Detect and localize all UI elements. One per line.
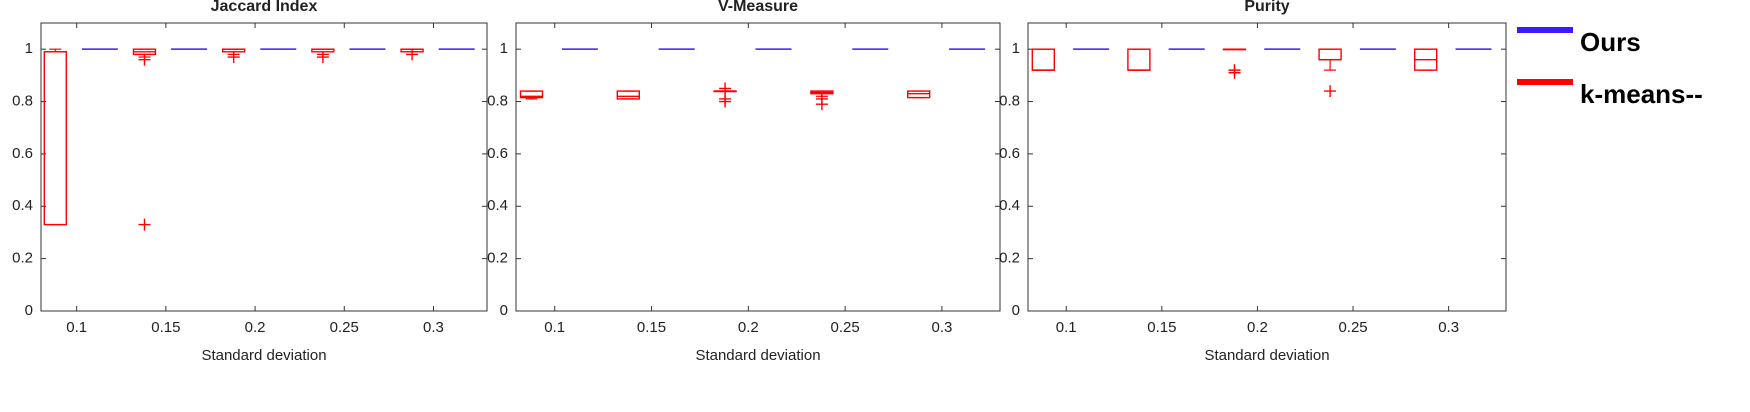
x-tick-label: 0.25 bbox=[1338, 319, 1367, 336]
y-tick-label: 0.8 bbox=[999, 93, 1020, 110]
y-tick-label: 0.2 bbox=[12, 250, 33, 267]
x-tick-label: 0.2 bbox=[738, 319, 759, 336]
x-tick-label: 0.15 bbox=[1147, 319, 1176, 336]
legend-label: k-means-- bbox=[1580, 79, 1703, 109]
y-tick-label: 0.2 bbox=[999, 250, 1020, 267]
box bbox=[616, 90, 640, 100]
outlier bbox=[815, 98, 828, 111]
legend-label: Ours bbox=[1580, 27, 1641, 57]
axes-frame bbox=[515, 22, 1001, 312]
outlier bbox=[719, 82, 732, 95]
x-tick-label: 0.15 bbox=[151, 319, 180, 336]
y-tick-label: 0.6 bbox=[12, 145, 33, 162]
y-tick-label: 0.4 bbox=[487, 197, 508, 214]
outlier bbox=[719, 95, 732, 108]
x-tick-label: 0.15 bbox=[637, 319, 666, 336]
x-tick-label: 0.25 bbox=[831, 319, 860, 336]
outlier bbox=[1228, 66, 1241, 79]
x-axis-label: Standard deviation bbox=[695, 347, 820, 364]
y-tick-label: 1 bbox=[25, 40, 33, 57]
x-tick-label: 0.1 bbox=[66, 319, 87, 336]
y-tick-label: 0.8 bbox=[12, 93, 33, 110]
x-tick-label: 0.25 bbox=[330, 319, 359, 336]
y-tick-label: 1 bbox=[500, 40, 508, 57]
outlier bbox=[138, 53, 151, 66]
y-tick-label: 0 bbox=[1012, 302, 1020, 319]
outlier bbox=[316, 51, 329, 64]
y-tick-label: 0.6 bbox=[487, 145, 508, 162]
y-tick-label: 0 bbox=[25, 302, 33, 319]
x-tick-label: 0.2 bbox=[245, 319, 266, 336]
x-tick-label: 0.1 bbox=[544, 319, 565, 336]
x-axis-label: Standard deviation bbox=[201, 347, 326, 364]
x-tick-label: 0.2 bbox=[1247, 319, 1268, 336]
chart-title: Jaccard Index bbox=[211, 0, 318, 15]
outlier bbox=[227, 51, 240, 64]
y-tick-label: 0.8 bbox=[487, 93, 508, 110]
y-tick-label: 0.6 bbox=[999, 145, 1020, 162]
x-tick-label: 0.3 bbox=[1438, 319, 1459, 336]
outlier bbox=[406, 48, 419, 61]
y-tick-label: 0.4 bbox=[12, 197, 33, 214]
x-axis-label: Standard deviation bbox=[1204, 347, 1329, 364]
y-tick-label: 0 bbox=[500, 302, 508, 319]
x-tick-label: 0.1 bbox=[1056, 319, 1077, 336]
outlier bbox=[1324, 85, 1337, 98]
axes-frame bbox=[1027, 22, 1507, 312]
chart-title: V-Measure bbox=[718, 0, 798, 15]
x-tick-label: 0.3 bbox=[931, 319, 952, 336]
outlier bbox=[138, 218, 151, 231]
y-tick-label: 0.2 bbox=[487, 250, 508, 267]
axes-frame bbox=[40, 22, 488, 312]
chart-title: Purity bbox=[1244, 0, 1289, 15]
y-tick-label: 0.4 bbox=[999, 197, 1020, 214]
y-tick-label: 1 bbox=[1012, 40, 1020, 57]
x-tick-label: 0.3 bbox=[423, 319, 444, 336]
box bbox=[519, 90, 544, 99]
